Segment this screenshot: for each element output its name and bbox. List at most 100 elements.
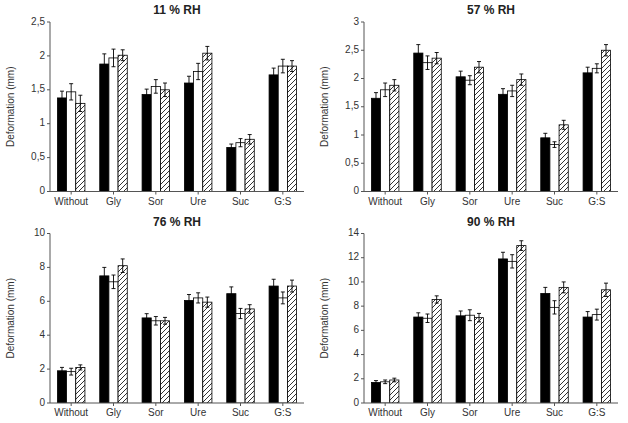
bar [456, 77, 465, 192]
bar [592, 315, 601, 403]
x-tick-label: Ure [504, 407, 521, 418]
error-bar [543, 133, 547, 142]
error-bar [69, 368, 73, 375]
error-bar [543, 287, 547, 299]
y-tick-label: 12 [348, 251, 360, 262]
y-tick-label: 1 [39, 117, 45, 128]
bar [583, 317, 592, 403]
x-tick [113, 192, 114, 195]
error-bar [69, 84, 73, 100]
error-bar [60, 91, 64, 105]
y-tick-label: 14 [348, 227, 360, 238]
bar [390, 85, 399, 191]
error-bar [187, 76, 191, 90]
x-axis [50, 403, 304, 404]
x-tick [71, 192, 72, 195]
y-tick-label: 2 [39, 363, 45, 374]
x-tick [469, 192, 470, 195]
error-bar [374, 93, 378, 104]
error-bar [604, 45, 608, 56]
panel-title: 57 % RH [467, 3, 515, 17]
x-tick [198, 403, 199, 406]
error-bar [553, 142, 557, 148]
error-bar [102, 54, 106, 74]
error-bar [196, 63, 200, 79]
panel: 57 % RHDeformation (mm)00,511,522,53With… [319, 3, 618, 207]
y-axis-label: Deformation (mm) [5, 278, 16, 359]
x-tick [240, 192, 241, 195]
x-axis [364, 403, 618, 404]
bar [498, 259, 507, 403]
error-bar [154, 317, 158, 325]
error-bar [112, 49, 116, 67]
x-tick-label: Ure [504, 196, 521, 207]
error-bar [435, 53, 439, 64]
error-bar [163, 317, 167, 324]
x-tick [282, 403, 283, 406]
x-tick-label: Sor [462, 407, 478, 418]
error-bar [383, 380, 387, 384]
y-tick-label: 2 [353, 372, 359, 383]
x-tick [554, 192, 555, 195]
y-tick-label: 1 [353, 129, 359, 140]
error-bar [477, 313, 481, 321]
bar [474, 318, 483, 403]
bar [371, 98, 380, 191]
error-bar [426, 56, 430, 70]
bar [184, 300, 193, 403]
bar [194, 71, 203, 191]
bar [100, 276, 109, 403]
series [390, 246, 611, 403]
bar [118, 266, 127, 403]
bar [227, 294, 236, 403]
bar [474, 67, 483, 191]
error-bar [595, 64, 599, 73]
y-tick-label: 2 [353, 72, 359, 83]
y-tick-label: 2,5 [31, 16, 45, 27]
error-bar [121, 259, 125, 273]
y-tick-label: 6 [353, 324, 359, 335]
x-tick-label: Without [54, 196, 88, 207]
x-axis [364, 191, 618, 192]
bar [414, 317, 423, 403]
error-bar [416, 45, 420, 62]
x-tick-label: Suc [546, 196, 563, 207]
error-bar [229, 287, 233, 301]
bar [245, 309, 254, 403]
bar [381, 90, 390, 192]
bar [278, 298, 287, 403]
error-bar [519, 74, 523, 85]
error-bar [187, 295, 191, 307]
error-bar [501, 89, 505, 100]
x-tick [198, 192, 199, 195]
y-tick-label: 2,5 [345, 44, 359, 55]
bar [423, 318, 432, 403]
bar [541, 138, 550, 192]
bar [390, 380, 399, 403]
error-bar [163, 83, 167, 97]
y-tick-label: 2 [39, 50, 45, 61]
panel-title: 90 % RH [467, 215, 515, 229]
bar [601, 50, 610, 191]
error-bar [78, 95, 82, 111]
error-bar [392, 80, 396, 91]
bar [109, 282, 118, 403]
x-tick-label: Ure [190, 196, 207, 207]
bar [109, 58, 118, 192]
plot-area [371, 45, 610, 192]
y-tick-label: 4 [353, 348, 359, 359]
error-bar [392, 378, 396, 382]
x-tick-label: Without [54, 407, 88, 418]
error-bar [510, 85, 514, 96]
bar [269, 75, 278, 192]
series [381, 63, 602, 192]
figure: 11 % RHDeformation (mm)00,511,522,5Witho… [0, 0, 628, 423]
error-bar [595, 309, 599, 320]
y-tick-label: 4 [39, 329, 45, 340]
error-bar [229, 144, 233, 151]
bar [517, 246, 526, 403]
x-tick [155, 192, 156, 195]
y-tick-label: 0 [353, 397, 359, 408]
bar [184, 83, 193, 191]
bar [118, 55, 127, 191]
